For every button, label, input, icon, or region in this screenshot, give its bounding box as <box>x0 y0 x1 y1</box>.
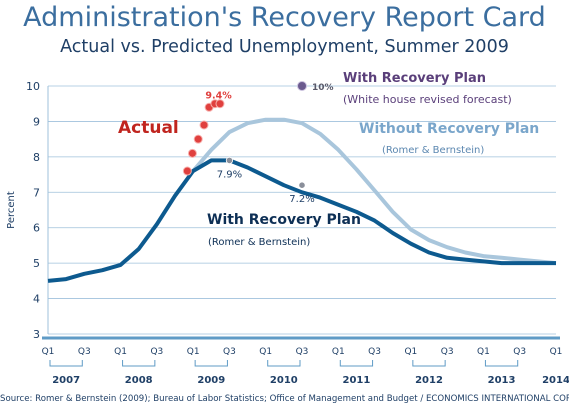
x-tick-label: Q3 <box>441 347 454 357</box>
year-bracket <box>267 360 301 367</box>
revised-forecast-name: With Recovery Plan <box>343 71 486 86</box>
y-tick-label: 8 <box>33 151 40 164</box>
forecast-marker-label: 7.9% <box>217 169 242 180</box>
y-tick-label: 4 <box>33 293 40 306</box>
x-tick-label: Q1 <box>404 347 417 357</box>
year-label: 2013 <box>488 375 516 386</box>
year-bracket <box>49 360 83 367</box>
x-tick-label: Q1 <box>42 347 55 357</box>
chart-title: Administration's Recovery Report Card <box>23 2 546 33</box>
year-label: 2011 <box>343 375 371 386</box>
x-tick-label: Q1 <box>259 347 272 357</box>
year-bracket <box>412 360 446 367</box>
x-tick-label: Q1 <box>187 347 200 357</box>
actual-peak-label: 9.4% <box>205 90 232 101</box>
year-label: 2012 <box>415 375 443 386</box>
source-note: Source: Romer & Bernstein (2009); Bureau… <box>0 394 569 404</box>
x-tick-label: Q1 <box>550 347 563 357</box>
year-label: 2008 <box>125 375 153 386</box>
x-tick-label: Q3 <box>78 347 91 357</box>
forecast-marker <box>225 156 234 164</box>
forecast-marker-label: 7.2% <box>289 194 314 205</box>
x-tick-label: Q3 <box>150 347 163 357</box>
y-tick-label: 3 <box>33 328 40 341</box>
y-axis-title: Percent <box>6 191 17 229</box>
y-tick-label: 9 <box>33 115 40 128</box>
year-label: 2010 <box>270 375 298 386</box>
x-tick-label: Q3 <box>296 347 309 357</box>
with-plan-line <box>47 158 556 283</box>
year-bracket <box>484 360 519 367</box>
with-plan-label: With Recovery Plan <box>207 212 361 228</box>
y-tick-label: 5 <box>33 257 40 270</box>
y-tick-label: 7 <box>33 186 40 199</box>
x-tick-label: Q3 <box>513 347 526 357</box>
actual-point <box>199 120 209 130</box>
year-bracket <box>339 360 374 367</box>
actual-point <box>215 99 225 109</box>
with-plan-sublabel: (Romer & Bernstein) <box>208 237 310 248</box>
x-tick-label: Q3 <box>223 347 236 357</box>
forecast-marker <box>298 181 306 189</box>
without-plan-label: Without Recovery Plan <box>359 121 539 137</box>
year-label: 2009 <box>197 375 225 386</box>
chart-subtitle: Actual vs. Predicted Unemployment, Summe… <box>60 37 509 57</box>
year-label: 2007 <box>52 375 80 386</box>
year-label: 2014 <box>542 375 569 386</box>
y-tick-label: 6 <box>33 222 40 235</box>
revised-forecast-sublabel: (White house revised forecast) <box>343 93 512 106</box>
year-bracket <box>194 360 228 367</box>
without-plan-sublabel: (Romer & Bernstein) <box>382 145 484 156</box>
actual-point <box>187 148 197 158</box>
actual-point <box>182 166 192 176</box>
actual-series-label: Actual <box>118 118 179 138</box>
x-tick-label: Q1 <box>114 347 127 357</box>
revised-forecast-label: 10% <box>312 83 334 93</box>
actual-point <box>193 134 203 144</box>
x-tick-label: Q1 <box>477 347 490 357</box>
year-bracket <box>122 360 156 367</box>
x-tick-label: Q3 <box>368 347 381 357</box>
without-plan-line <box>191 117 557 266</box>
x-tick-label: Q1 <box>332 347 345 357</box>
y-tick-label: 10 <box>26 80 40 93</box>
revised-forecast-marker <box>297 81 307 91</box>
